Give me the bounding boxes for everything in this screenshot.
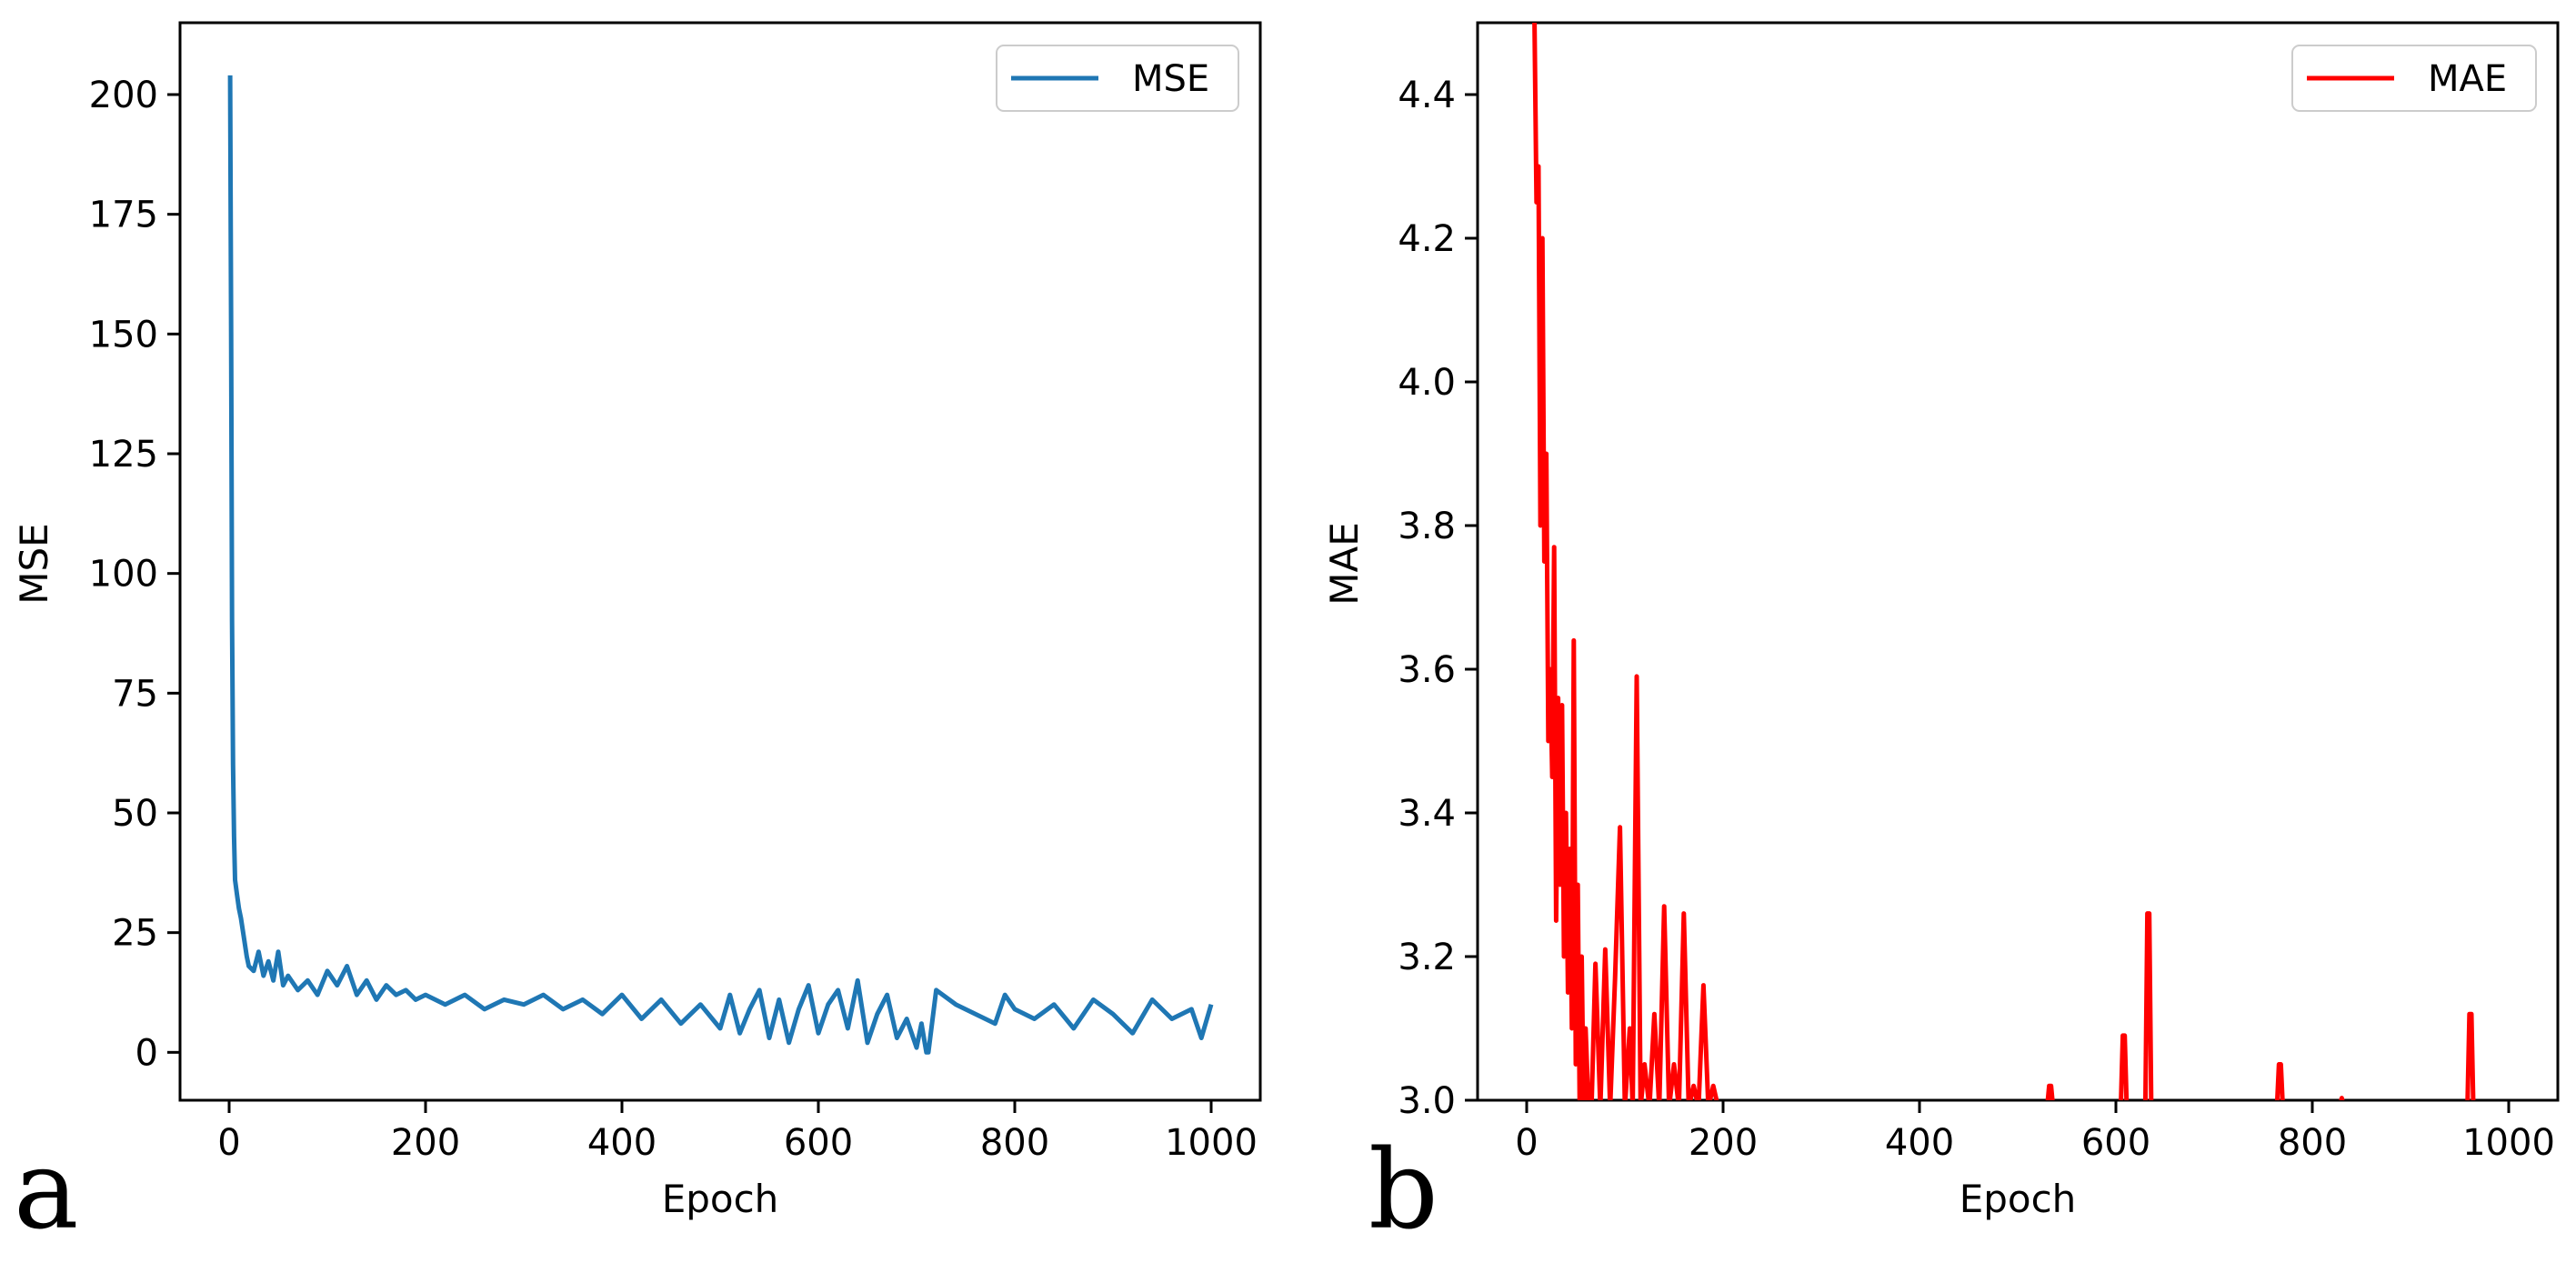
panel-b-series-line	[1532, 23, 2476, 1100]
panel-a-y-axis-label: MSE	[12, 523, 56, 604]
panel-a-letter: a	[14, 1128, 79, 1254]
panel-a-x-tick-label: 0	[217, 1122, 240, 1164]
panel-b-x-tick-label: 200	[1689, 1122, 1758, 1164]
panel-a-series	[227, 75, 1214, 1055]
panel-b-y-tick-label: 4.4	[1398, 75, 1456, 116]
panel-a-y-tick-label: 100	[89, 554, 158, 596]
panel-b-letter: b	[1368, 1128, 1438, 1254]
panel-a-x-axis-label: Epoch	[662, 1177, 779, 1221]
panel-a-y-tick-label: 175	[89, 195, 158, 236]
panel-b-y-tick-label: 4.0	[1398, 362, 1456, 404]
panel-b-x-tick-label: 1000	[2462, 1122, 2555, 1164]
panel-a-x-tick-label: 400	[587, 1122, 657, 1164]
panel-b-x-tick-label: 600	[2081, 1122, 2150, 1164]
panel-b-y-tick-label: 3.4	[1398, 793, 1456, 835]
panel-a-legend-box	[996, 45, 1239, 112]
panel-a-y-tick-label: 50	[112, 793, 158, 835]
panel-a-y-tick-label: 125	[89, 434, 158, 476]
panel-a-x-tick-label: 1000	[1165, 1122, 1258, 1164]
panel-a-x-tick-label: 600	[784, 1122, 853, 1164]
panel-b-y-tick-label: 3.6	[1398, 649, 1456, 691]
panel-a-legend-label: MSE	[1132, 58, 1209, 100]
panel-b-y-tick-label: 3.8	[1398, 506, 1456, 547]
panel-a-y-ticks: 0 25 50 75 100 125 150 175 200	[89, 75, 180, 1074]
panel-a-x-ticks: 0 200 400 600 800 1000	[217, 1100, 1258, 1164]
panel-a-legend: MSE	[996, 45, 1239, 112]
panel-b-x-tick-label: 400	[1885, 1122, 1954, 1164]
panel-a-y-tick-label: 0	[135, 1032, 158, 1074]
panel-b-x-tick-label: 800	[2278, 1122, 2347, 1164]
panel-a-y-tick-label: 200	[89, 75, 158, 116]
panel-b-y-axis-label: MAE	[1322, 522, 1367, 606]
panel-b-series	[1532, 23, 2476, 1100]
panel-a-x-tick-label: 800	[980, 1122, 1049, 1164]
panel-b-plot-frame	[1476, 21, 2560, 1102]
panel-b-y-ticks: 3.0 3.2 3.4 3.6 3.8 4.0 4.2 4.4	[1398, 75, 1478, 1122]
panel-a-series-line	[227, 75, 1214, 1055]
panel-a-x-tick-label: 200	[391, 1122, 460, 1164]
panel-a-plot-frame	[178, 21, 1262, 1102]
panel-b-x-ticks: 0 200 400 600 800 1000	[1515, 1100, 2555, 1164]
panel-b-mae-chart: 0 200 400 600 800 1000 3.0 3.2 3.4 3.6 3.8 4.0 4.2 4…	[1322, 21, 2560, 1254]
panel-a-y-tick-label: 25	[112, 913, 158, 955]
panel-b-y-tick-label: 4.2	[1398, 218, 1456, 260]
panel-b-legend-label: MAE	[2428, 58, 2507, 100]
panel-b-y-tick-label: 3.2	[1398, 937, 1456, 978]
panel-a-mse-chart: 0 200 400 600 800 1000 0 25 50 75 100 125 150 175 200…	[12, 21, 1262, 1254]
panel-a-y-tick-label: 75	[112, 673, 158, 715]
panel-a-y-tick-label: 150	[89, 314, 158, 356]
panel-b-x-axis-label: Epoch	[1960, 1177, 2077, 1221]
panel-b-y-tick-label: 3.0	[1398, 1080, 1456, 1122]
panel-b-x-tick-label: 0	[1515, 1122, 1538, 1164]
panel-b-legend: MAE	[2291, 45, 2537, 112]
panel-b-legend-box	[2291, 45, 2537, 112]
